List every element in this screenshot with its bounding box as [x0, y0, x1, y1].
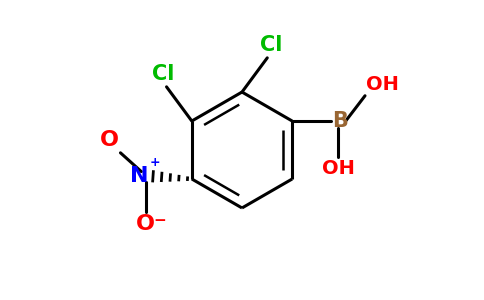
Text: O: O — [100, 130, 119, 150]
Text: OH: OH — [366, 75, 399, 94]
Text: Cl: Cl — [259, 35, 282, 56]
Text: OH: OH — [322, 159, 355, 178]
Text: +: + — [150, 156, 160, 169]
Text: −: − — [153, 213, 166, 228]
Text: B: B — [333, 111, 348, 131]
Text: Cl: Cl — [152, 64, 174, 85]
Text: O: O — [136, 214, 155, 234]
Text: N: N — [130, 166, 149, 186]
